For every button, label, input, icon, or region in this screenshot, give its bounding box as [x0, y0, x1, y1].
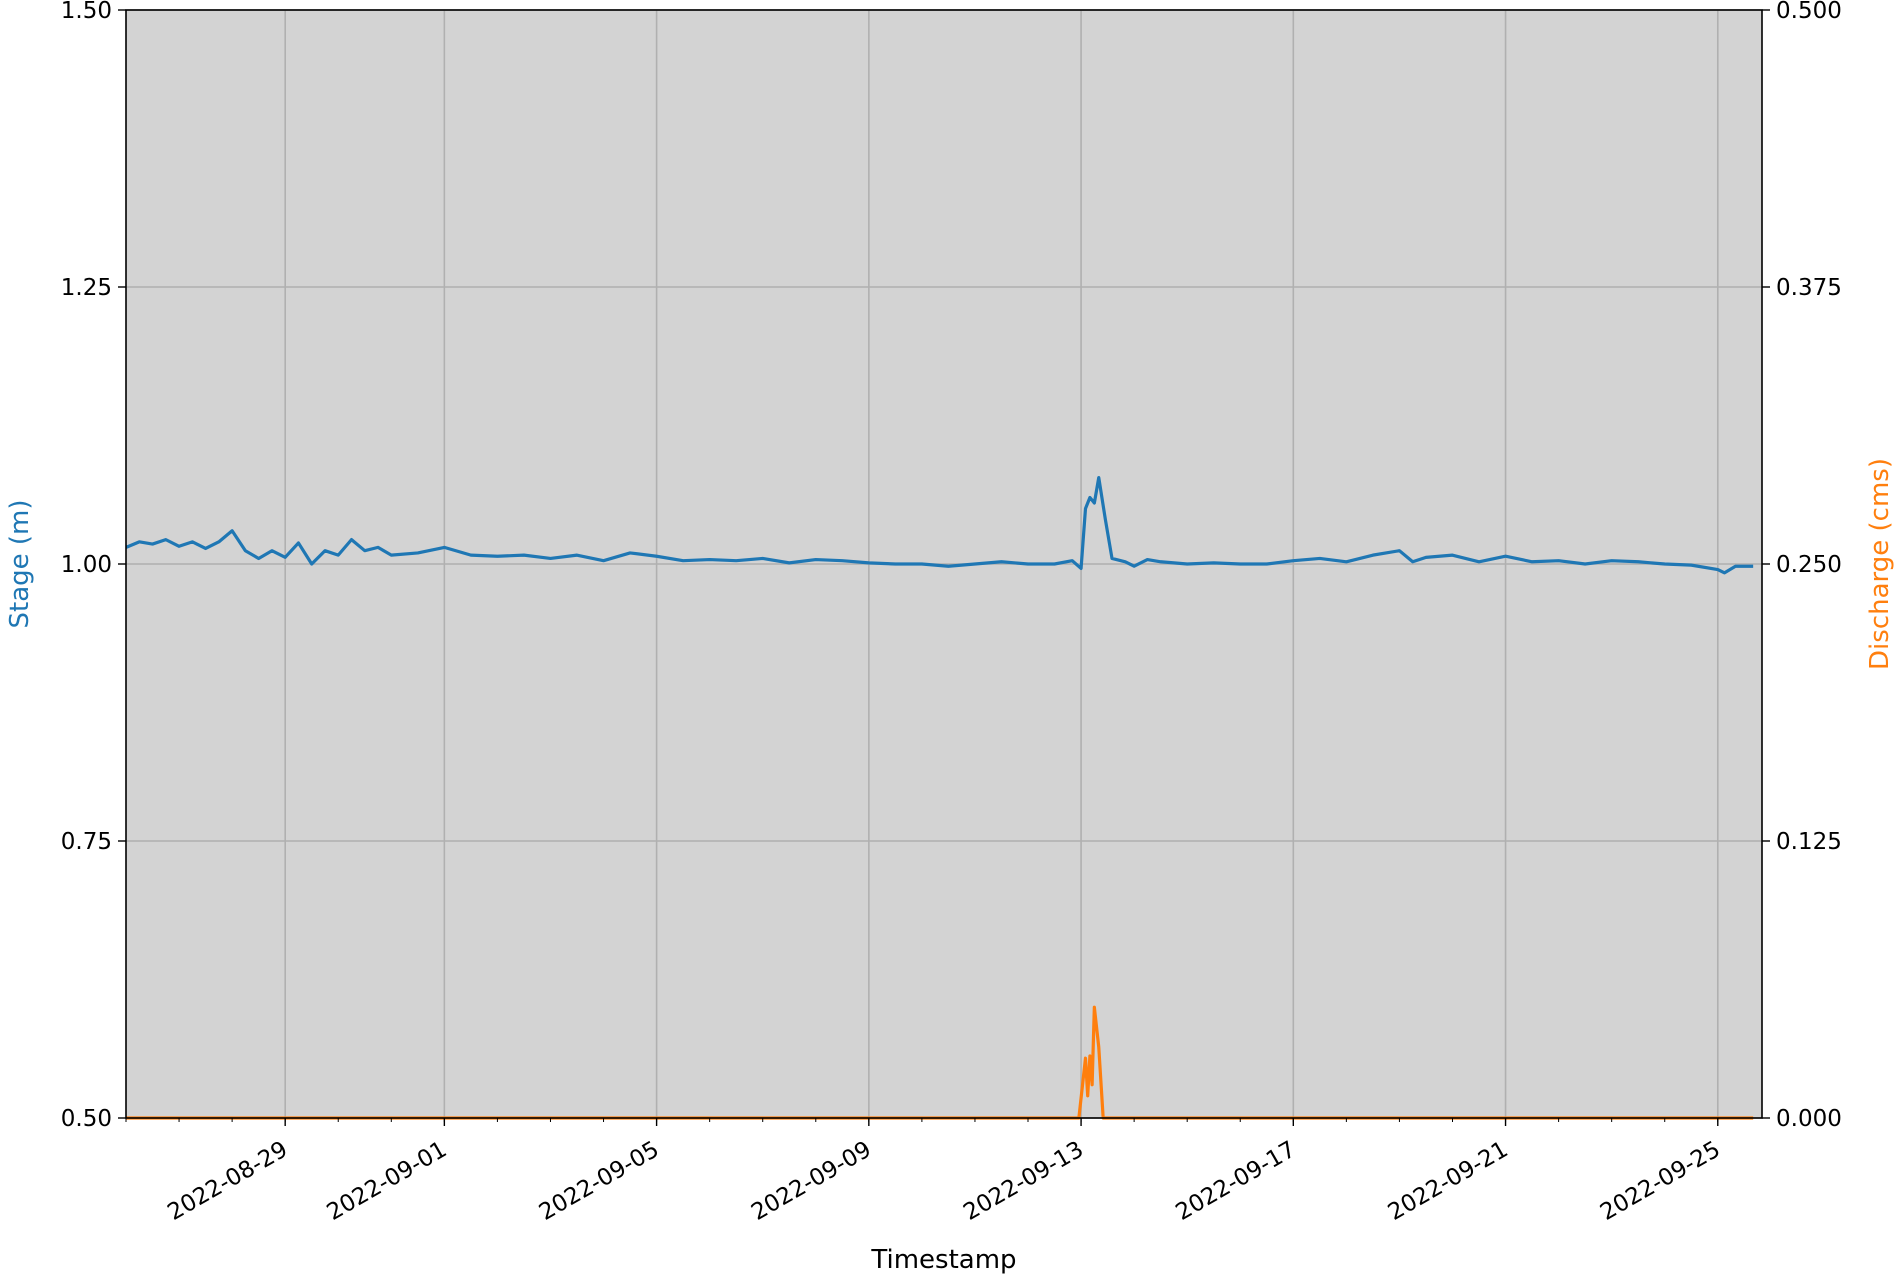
x-tick-label: 2022-09-05	[535, 1137, 664, 1226]
x-tick-label: 2022-09-01	[323, 1137, 452, 1226]
x-tick-label: 2022-09-25	[1596, 1137, 1725, 1226]
x-tick-label: 2022-09-09	[747, 1137, 876, 1226]
y-axis-right-title: Discharge (cms)	[1865, 458, 1895, 670]
x-tick-label: 2022-09-13	[959, 1137, 1088, 1226]
x-tick-label: 2022-08-29	[163, 1137, 292, 1226]
x-tick-label: 2022-09-17	[1172, 1137, 1301, 1226]
y-right-tick-label: 0.500	[1776, 0, 1842, 24]
y-left-tick-label: 1.25	[61, 275, 112, 301]
y-axis-left-title: Stage (m)	[5, 499, 35, 628]
y-left-tick-label: 1.00	[61, 552, 112, 578]
y-right-tick-label: 0.125	[1776, 829, 1842, 855]
y-right-tick-label: 0.000	[1776, 1106, 1842, 1132]
x-tick-label: 2022-09-21	[1384, 1137, 1513, 1226]
y-left-tick-label: 0.75	[61, 829, 112, 855]
y-left-tick-label: 0.50	[61, 1106, 112, 1132]
x-axis-title: Timestamp	[870, 1245, 1016, 1275]
y-right-tick-label: 0.250	[1776, 552, 1842, 578]
y-left-tick-label: 1.50	[61, 0, 112, 24]
y-right-tick-label: 0.375	[1776, 275, 1842, 301]
